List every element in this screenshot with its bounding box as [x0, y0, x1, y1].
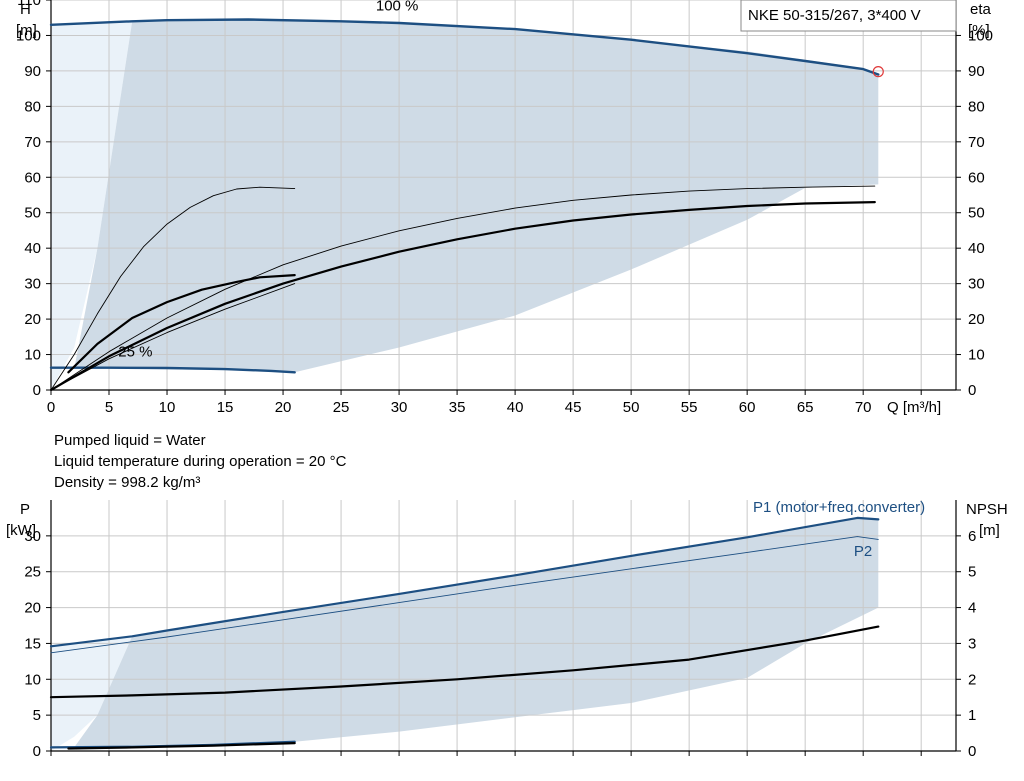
power-npsh-y2-tick-label: 5: [968, 564, 976, 581]
power-npsh-band-light: [51, 636, 133, 751]
info-line-density: Density = 998.2 kg/m³: [54, 474, 201, 491]
head-eta-x-tick-label: 25: [333, 399, 350, 416]
head-eta-y-tick-label: 60: [24, 169, 41, 186]
head-eta-x-tick-label: 0: [47, 399, 55, 416]
head-eta-y2-tick-label: 60: [968, 169, 985, 186]
power-npsh-y2-tick-label: 4: [968, 600, 976, 617]
head-eta-annotation-1: 25 %: [118, 343, 152, 360]
head-eta-band-light: [51, 21, 133, 391]
head-eta-curve-eta_25_thin_a: [50, 186, 296, 391]
head-eta-y2-tick-label: 50: [968, 205, 985, 222]
info-line-temperature: Liquid temperature during operation = 20…: [54, 453, 347, 470]
power-npsh-curve-p2_25: [67, 741, 296, 750]
head-eta-x-tick-label: 5: [105, 399, 113, 416]
head-eta-y-tick-label: 10: [24, 347, 41, 364]
power-npsh-y-tick-label: 0: [33, 743, 41, 760]
head-eta-y-tick-label: 100: [16, 27, 41, 44]
pumped-liquid-info: Pumped liquid = Water Liquid temperature…: [54, 430, 346, 493]
head-eta-x-tick-label: 50: [623, 399, 640, 416]
head-eta-y2-tick-label: 100: [968, 27, 993, 44]
head-eta-y-tick-label: 90: [24, 63, 41, 80]
head-eta-curve-eta_25_thick: [67, 274, 296, 374]
head-eta-x-tick-label: 65: [797, 399, 814, 416]
power-npsh-series-label-0: P1 (motor+freq.converter): [753, 499, 925, 516]
power-npsh-y2-label-unit: [m]: [979, 522, 1000, 539]
head-eta-annotation-0: 100 %: [376, 0, 419, 15]
head-eta-y2-tick-label: 70: [968, 134, 985, 151]
head-eta-x-tick-label: 10: [159, 399, 176, 416]
head-eta-y-tick-label: 70: [24, 134, 41, 151]
head-eta-curve-h_25: [49, 366, 296, 374]
head-eta-y2-tick-label: 90: [968, 63, 985, 80]
head-eta-y2-tick-label: 10: [968, 347, 985, 364]
head-eta-y2-label-unit: [%]: [968, 22, 990, 39]
head-eta-curve-eta_25_thin_b: [50, 283, 296, 391]
power-npsh-curve-p2_100: [50, 536, 879, 654]
power-npsh-y-tick-label: 30: [24, 528, 41, 545]
power-npsh-y2-tick-label: 0: [968, 743, 976, 760]
head-eta-curve-h_100: [49, 18, 880, 76]
head-eta-title-box: [740, 0, 957, 32]
head-eta-x-label: Q [m³/h]: [887, 399, 941, 416]
power-npsh-y-label-name: P: [20, 501, 30, 518]
power-npsh-y2-tick-label: 1: [968, 707, 976, 724]
power-npsh-y-label-unit: [kW]: [6, 522, 36, 539]
head-eta-y-label-unit: [m]: [16, 22, 37, 39]
head-eta-x-tick-label: 30: [391, 399, 408, 416]
head-eta-y-tick-label: 20: [24, 311, 41, 328]
info-line-liquid: Pumped liquid = Water: [54, 432, 206, 449]
power-npsh-y2-label-name: NPSH: [966, 501, 1008, 518]
power-npsh-y-tick-label: 20: [24, 600, 41, 617]
head-eta-curve-eta_100_thin: [50, 185, 876, 391]
head-eta-x-tick-label: 35: [449, 399, 466, 416]
power-npsh-curve-p1_100: [49, 516, 880, 648]
power-npsh-y2-tick-label: 2: [968, 671, 976, 688]
head-eta-title: NKE 50-315/267, 3*400 V: [748, 7, 921, 24]
head-eta-y-tick-label: 110: [17, 0, 41, 9]
power-npsh-y2-tick-label: 6: [968, 528, 976, 545]
head-eta-y2-tick-label: 80: [968, 98, 985, 115]
head-eta-y-tick-label: 80: [24, 98, 41, 115]
head-eta-x-tick-label: 40: [507, 399, 524, 416]
head-eta-y-tick-label: 40: [24, 240, 41, 257]
head-eta-y2-label-name: eta: [970, 1, 992, 18]
head-eta-x-tick-label: 70: [855, 399, 872, 416]
power-npsh-y2-tick-label: 3: [968, 635, 976, 652]
power-npsh-y-tick-label: 25: [24, 564, 41, 581]
power-npsh-curve-npsh_100: [49, 625, 880, 699]
power-npsh-y-tick-label: 15: [24, 635, 41, 652]
head-eta-y2-tick-label: 30: [968, 276, 985, 293]
head-eta-operating-point: [872, 66, 884, 78]
head-eta-curve-eta_100_thick: [49, 201, 876, 392]
head-eta-x-tick-label: 60: [739, 399, 756, 416]
head-eta-x-tick-label: 45: [565, 399, 582, 416]
head-eta-y2-tick-label: 20: [968, 311, 985, 328]
head-eta-x-tick-label: 20: [275, 399, 292, 416]
power-npsh-series-label-1: P2: [854, 543, 872, 560]
head-eta-y-tick-label: 0: [33, 382, 41, 399]
head-eta-y2-tick-label: 40: [968, 240, 985, 257]
head-eta-y2-tick-label: 0: [968, 382, 976, 399]
head-eta-y-label-name: H: [20, 1, 31, 18]
head-eta-y-tick-label: 30: [24, 276, 41, 293]
head-eta-x-tick-label: 55: [681, 399, 698, 416]
head-eta-x-tick-label: 15: [217, 399, 234, 416]
power-npsh-y-tick-label: 5: [33, 707, 41, 724]
power-npsh-y-tick-label: 10: [24, 671, 41, 688]
head-eta-y-tick-label: 50: [24, 205, 41, 222]
